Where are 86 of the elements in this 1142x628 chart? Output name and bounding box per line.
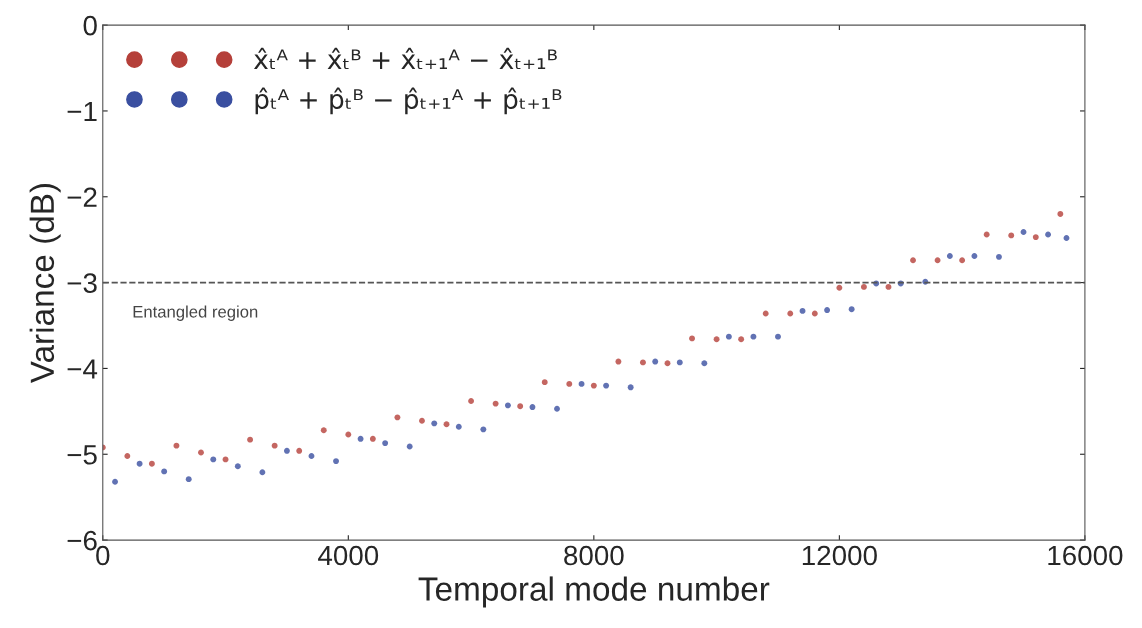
point bbox=[1057, 210, 1064, 217]
y-tick-label: −2 bbox=[67, 187, 97, 207]
point bbox=[566, 380, 573, 387]
point bbox=[247, 436, 254, 443]
point bbox=[517, 403, 524, 410]
y-tick-label: 0 bbox=[83, 15, 97, 36]
point bbox=[996, 253, 1002, 260]
point bbox=[824, 307, 831, 314]
point bbox=[811, 310, 818, 317]
point bbox=[725, 333, 732, 340]
point bbox=[910, 257, 916, 264]
point bbox=[750, 333, 757, 340]
point bbox=[860, 283, 867, 290]
point bbox=[259, 469, 266, 476]
point bbox=[676, 359, 683, 366]
point bbox=[836, 284, 843, 291]
point bbox=[222, 456, 229, 463]
point bbox=[971, 253, 978, 259]
point bbox=[799, 307, 806, 314]
legend-label: x̂ₜᴬ + x̂ₜᴮ + x̂ₜ₊₁ᴬ − x̂ₜ₊₁ᴮ bbox=[253, 47, 557, 70]
point bbox=[701, 360, 708, 367]
point bbox=[578, 380, 585, 387]
point bbox=[283, 447, 290, 454]
point bbox=[504, 402, 511, 409]
point bbox=[148, 460, 155, 467]
point bbox=[357, 435, 364, 442]
point bbox=[590, 382, 597, 389]
point bbox=[554, 405, 560, 412]
point bbox=[296, 447, 303, 454]
y-tick-label: −3 bbox=[67, 273, 97, 293]
point bbox=[603, 382, 610, 389]
point bbox=[333, 458, 339, 465]
point bbox=[320, 427, 327, 434]
x-tick-label: 0 bbox=[96, 545, 110, 566]
point bbox=[1063, 235, 1070, 241]
point bbox=[136, 460, 143, 467]
point bbox=[210, 456, 217, 463]
point bbox=[480, 426, 487, 433]
point bbox=[627, 384, 634, 391]
point bbox=[455, 423, 462, 430]
point bbox=[173, 442, 180, 449]
x-tick-label: 16000 bbox=[1048, 545, 1123, 566]
point bbox=[161, 468, 168, 475]
point bbox=[369, 435, 376, 442]
point bbox=[848, 306, 855, 313]
point bbox=[652, 358, 659, 365]
point bbox=[468, 398, 475, 404]
point bbox=[738, 336, 745, 343]
point bbox=[443, 421, 450, 428]
x-tick-label: 4000 bbox=[318, 545, 379, 566]
legend-label: p̂ₜᴬ + p̂ₜᴮ − p̂ₜ₊₁ᴬ + p̂ₜ₊₁ᴮ bbox=[255, 87, 562, 115]
point bbox=[615, 358, 622, 365]
point bbox=[1045, 231, 1052, 238]
point bbox=[234, 463, 241, 470]
point bbox=[394, 414, 401, 421]
point bbox=[1032, 234, 1039, 241]
ref-line-label: Entangled region bbox=[133, 305, 258, 321]
point bbox=[308, 453, 315, 459]
y-axis-title: Variance (dB) bbox=[29, 184, 61, 384]
point bbox=[198, 449, 204, 456]
y-tick-label: −4 bbox=[67, 359, 98, 379]
point bbox=[382, 440, 389, 447]
point bbox=[112, 478, 118, 485]
point bbox=[959, 257, 966, 264]
y-tick-label: −5 bbox=[67, 445, 97, 465]
y-tick-label: −6 bbox=[67, 530, 97, 551]
point bbox=[431, 420, 438, 427]
point bbox=[492, 400, 499, 407]
point bbox=[1020, 229, 1027, 235]
point bbox=[419, 417, 425, 424]
point bbox=[713, 336, 720, 343]
point bbox=[946, 253, 953, 259]
point bbox=[529, 404, 536, 410]
point bbox=[124, 453, 131, 459]
point bbox=[775, 333, 781, 340]
x-axis-title: Temporal mode number bbox=[418, 576, 770, 608]
x-tick-label: 12000 bbox=[802, 545, 877, 566]
point bbox=[689, 335, 695, 342]
point bbox=[185, 476, 192, 483]
point bbox=[885, 283, 892, 290]
x-tick-label: 8000 bbox=[564, 545, 624, 566]
point bbox=[1008, 232, 1015, 239]
point bbox=[640, 359, 646, 366]
y-tick-label: −1 bbox=[67, 101, 97, 122]
point bbox=[541, 379, 548, 386]
point bbox=[271, 442, 278, 449]
